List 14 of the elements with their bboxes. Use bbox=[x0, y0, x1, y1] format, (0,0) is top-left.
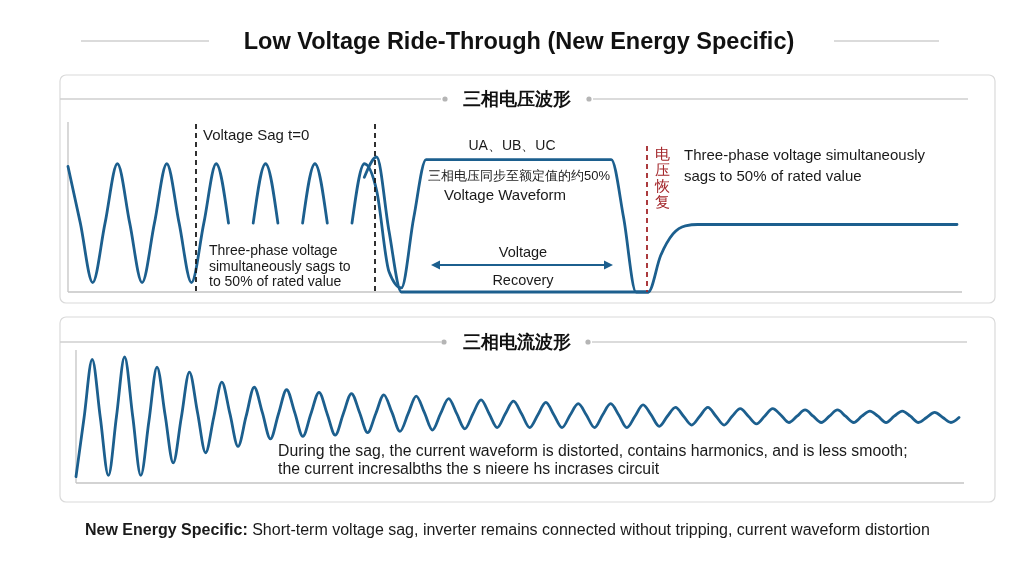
annotation: Three-phase voltage simultaneously sags to 50% of rated value bbox=[684, 146, 926, 184]
chart-subtitle: 三相电压波形 bbox=[463, 89, 571, 109]
annotation: Recovery bbox=[492, 272, 555, 288]
text: 电压恢复 bbox=[655, 145, 670, 210]
text: New Energy Specific: Short-term voltage sag, inverter remains connected without tripping, current waveform distortion bbox=[85, 521, 930, 538]
annotation: Voltage bbox=[498, 244, 548, 260]
annotation: 三相电压同步至额定值的约50% bbox=[427, 168, 611, 183]
text: Voltage Sag t=0 bbox=[203, 126, 310, 143]
text: UA、UB、UC bbox=[468, 137, 556, 153]
chart-title: Low Voltage Ride-Through (New Energy Specific) bbox=[243, 28, 795, 54]
annotation: During the sag, the current waveform is distorted, contains harmonics, and is less smooth; the current incresalbths the s nieere hs incrases circuit bbox=[278, 442, 908, 477]
annotation: Three-phase voltage simultaneously sags to to 50% of rated value bbox=[209, 242, 351, 289]
annotation: Voltage Waveform bbox=[444, 186, 566, 203]
chart-title: 三相电流波形 bbox=[463, 332, 571, 352]
